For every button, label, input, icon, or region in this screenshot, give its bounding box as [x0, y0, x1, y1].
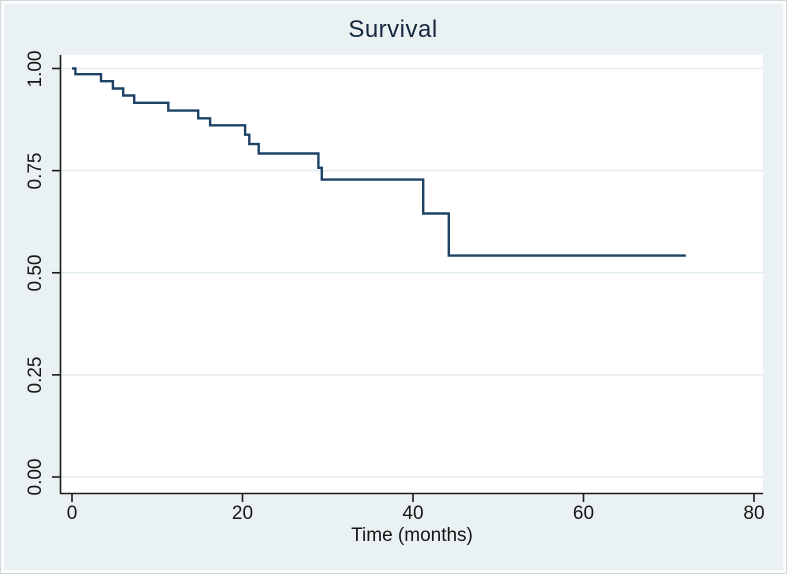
x-axis-label: Time (months)	[351, 525, 473, 546]
x-tick-label: 40	[402, 503, 424, 524]
chart-title: Survival	[348, 16, 438, 43]
y-tick-label: 0.50	[25, 254, 46, 292]
survival-curve	[72, 67, 686, 257]
x-tick-label: 60	[572, 503, 595, 524]
y-tick-label: 1.00	[25, 50, 46, 87]
x-tick-label: 80	[743, 503, 765, 524]
x-tick-label: 0	[66, 503, 78, 524]
y-tick-label: 0.00	[25, 458, 46, 496]
y-tick-label: 0.75	[25, 152, 46, 190]
x-tick-label: 20	[231, 503, 254, 524]
y-tick-label: 0.25	[25, 356, 46, 394]
plot-area	[60, 55, 763, 493]
